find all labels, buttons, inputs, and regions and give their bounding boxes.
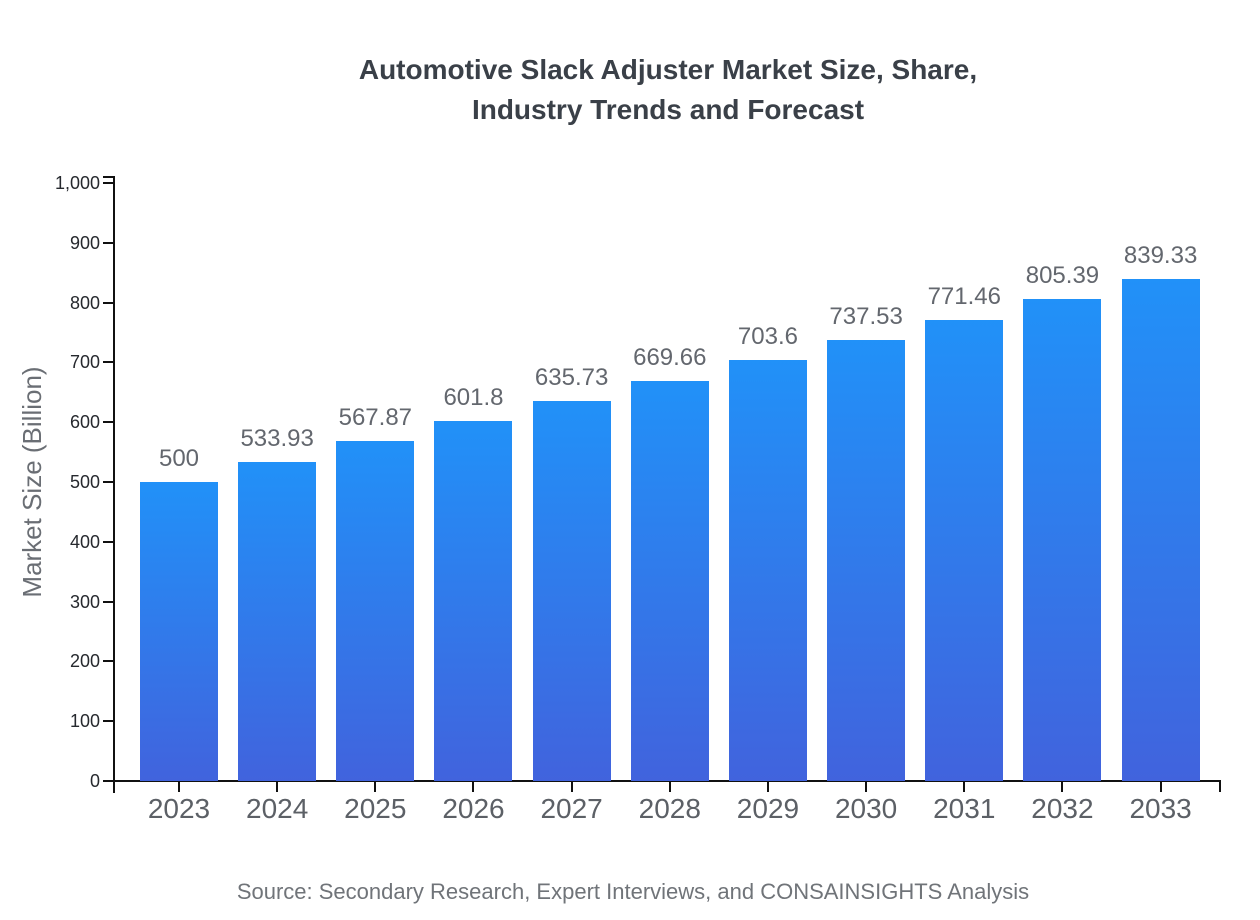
bar-2029 [728, 360, 807, 781]
bar-2032 [1023, 299, 1102, 781]
x-tick [570, 782, 573, 792]
x-tick [1061, 782, 1064, 792]
bar-value-label: 839.33 [1123, 242, 1198, 269]
y-tick [103, 660, 115, 663]
y-tick [103, 241, 115, 244]
bar-2026 [434, 421, 513, 781]
y-tick [103, 720, 115, 723]
y-tick-label: 600 [69, 412, 100, 433]
y-tick [103, 540, 115, 543]
y-tick [103, 600, 115, 603]
chart-title-line2: Industry Trends and Forecast [471, 94, 865, 125]
x-tick [472, 782, 475, 792]
bar-value-label: 567.87 [338, 404, 413, 431]
y-tick-label: 300 [69, 591, 100, 612]
source-note: Source: Secondary Research, Expert Inter… [236, 879, 1030, 904]
x-axis-line [113, 780, 1221, 782]
y-tick-label: 900 [69, 232, 100, 253]
chart-title: Automotive Slack Adjuster Market Size, S… [115, 50, 1221, 130]
x-tick-label: 2030 [834, 793, 898, 824]
x-tick [865, 782, 868, 792]
bar-value-label: 601.8 [443, 384, 504, 411]
x-tick-label: 2029 [736, 793, 800, 824]
chart-title-line1: Automotive Slack Adjuster Market Size, S… [358, 54, 978, 85]
y-tick [103, 780, 115, 782]
x-tick-label: 2023 [147, 793, 211, 824]
y-tick-label: 500 [69, 472, 100, 492]
y-tick-label: 100 [69, 711, 100, 732]
y-tick [103, 361, 115, 364]
y-tick-label: 0 [89, 771, 100, 791]
x-tick-label: 2033 [1129, 793, 1192, 824]
bar-2025 [336, 441, 415, 781]
x-tick [276, 782, 279, 792]
bar-value-label: 635.73 [534, 364, 609, 391]
x-tick-label: 2027 [540, 793, 603, 824]
bar-value-label: 737.53 [829, 303, 903, 330]
bar-2024 [238, 462, 317, 781]
y-tick-label: 1,000 [54, 173, 100, 193]
x-tick-label: 2024 [246, 793, 309, 824]
y-tick [103, 421, 115, 424]
bar-2030 [827, 340, 906, 781]
x-tick [178, 782, 180, 792]
y-tick [103, 182, 115, 184]
bar-value-label: 669.66 [633, 344, 707, 371]
x-tick [766, 782, 769, 792]
y-tick [103, 481, 115, 483]
bar-2023 [140, 482, 218, 781]
x-tick [963, 782, 966, 792]
y-tick [103, 301, 115, 304]
bar-value-label: 771.46 [927, 283, 1001, 310]
bar-2028 [630, 381, 709, 781]
y-axis-cap-tick [103, 176, 115, 178]
x-tick-label: 2032 [1031, 793, 1094, 824]
bar-2033 [1121, 279, 1200, 781]
x-tick [1159, 782, 1162, 792]
x-tick-label: 2025 [344, 793, 407, 824]
y-tick-label: 800 [69, 292, 100, 313]
y-axis-line [113, 176, 115, 793]
bar-value-label: 703.6 [737, 323, 798, 350]
bar-2027 [532, 401, 611, 781]
x-tick-label: 2026 [442, 793, 505, 824]
x-tick-label: 2031 [933, 793, 996, 824]
y-tick-label: 700 [69, 352, 100, 373]
x-tick [374, 782, 377, 792]
bar-value-label: 805.39 [1025, 262, 1100, 289]
bar-2031 [925, 320, 1004, 781]
x-tick-label: 2028 [638, 793, 701, 824]
x-axis-end-tick [1219, 782, 1221, 792]
y-tick-label: 200 [69, 651, 100, 672]
x-tick [668, 782, 671, 792]
bar-value-label: 533.93 [240, 425, 314, 452]
y-tick-label: 400 [69, 531, 100, 552]
bar-value-label: 500 [158, 445, 200, 472]
